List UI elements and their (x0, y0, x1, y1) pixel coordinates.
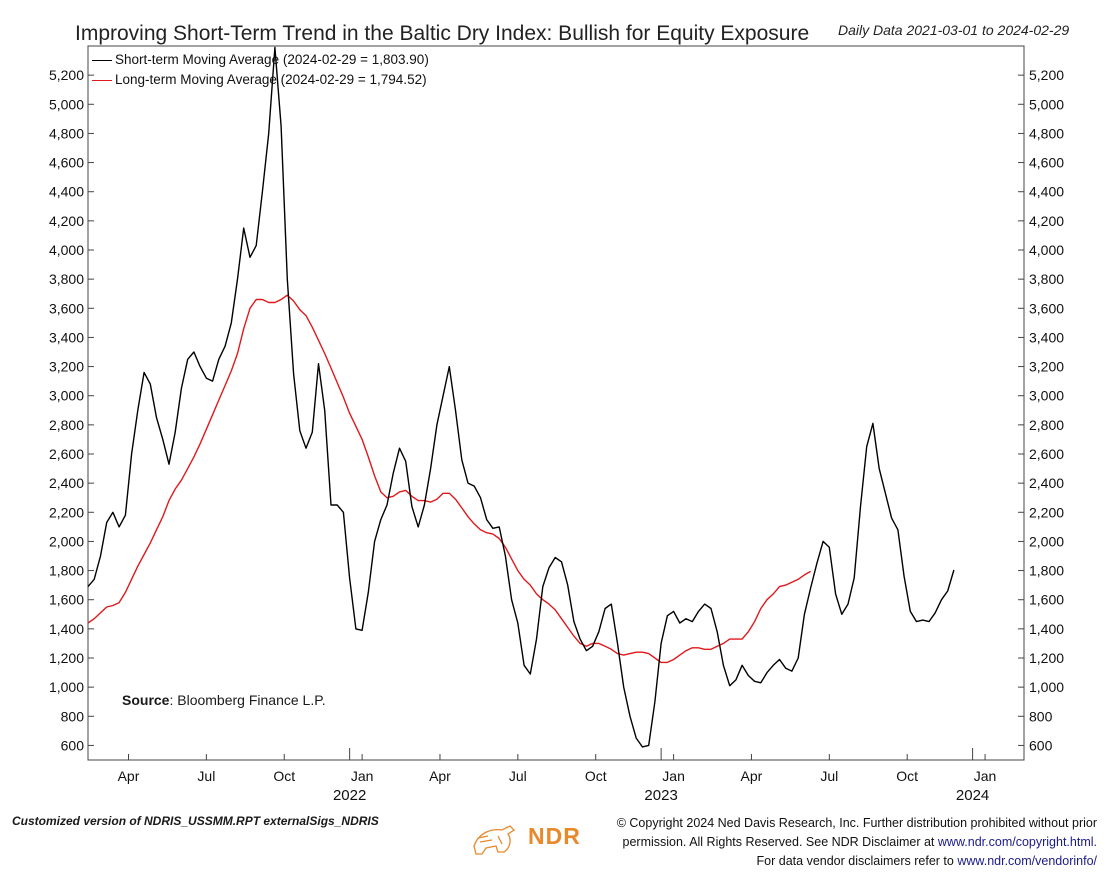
legend-swatch-long-term (92, 79, 112, 81)
y-tick-label-left: 3,200 (49, 359, 84, 375)
y-tick-label-right: 5,200 (1029, 67, 1064, 83)
y-tick-label-left: 5,200 (49, 67, 84, 83)
y-tick-label-left: 800 (61, 708, 85, 724)
y-tick-label-right: 4,000 (1029, 242, 1064, 258)
y-tick-label-right: 2,600 (1029, 446, 1064, 462)
copyright-line-3: For data vendor disclaimers refer to www… (617, 852, 1097, 871)
ndr-logo-text: NDR (528, 823, 581, 849)
series-line-short-term (87, 46, 955, 748)
y-tick-label-right: 4,200 (1029, 213, 1064, 229)
legend-item-short-term: Short-term Moving Average (2024-02-29 = … (92, 52, 429, 67)
year-label: 2022 (333, 787, 366, 804)
y-tick-label-left: 2,000 (49, 533, 84, 549)
copyright-link[interactable]: www.ndr.com/copyright.html. (937, 835, 1097, 849)
y-tick-label-right: 800 (1029, 708, 1053, 724)
legend-label-short-term: Short-term Moving Average (2024-02-29 = … (115, 52, 429, 67)
source-label: Source (122, 692, 170, 708)
y-tick-label-right: 600 (1029, 737, 1053, 753)
y-tick-label-left: 2,200 (49, 504, 84, 520)
y-tick-label-right: 3,200 (1029, 359, 1064, 375)
y-tick-label-left: 2,400 (49, 475, 84, 491)
y-tick-label-left: 2,800 (49, 417, 84, 433)
y-tick-label-left: 4,000 (49, 242, 84, 258)
y-tick-label-right: 2,400 (1029, 475, 1064, 491)
copyright-line-1: © Copyright 2024 Ned Davis Research, Inc… (616, 816, 1097, 830)
y-tick-label-left: 1,400 (49, 621, 84, 637)
x-tick-label: Jan (662, 768, 685, 784)
source-note: Source: Bloomberg Finance L.P. (122, 692, 326, 708)
plot-frame (87, 45, 1025, 761)
y-tick-label-left: 4,800 (49, 125, 84, 141)
legend-item-long-term: Long-term Moving Average (2024-02-29 = 1… (92, 72, 427, 87)
y-tick-label-left: 5,000 (49, 96, 84, 112)
x-tick-label: Jan (974, 768, 997, 784)
year-label: 2023 (644, 787, 677, 804)
y-tick-label-left: 4,400 (49, 184, 84, 200)
y-tick-label-right: 3,800 (1029, 271, 1064, 287)
x-tick-label: Apr (741, 768, 763, 784)
y-tick-label-left: 1,800 (49, 563, 84, 579)
copyright-line-3-text: For data vendor disclaimers refer to (756, 854, 954, 868)
y-tick-label-left: 2,600 (49, 446, 84, 462)
y-tick-label-left: 4,200 (49, 213, 84, 229)
x-tick-label: Jul (509, 768, 527, 784)
y-tick-label-left: 1,600 (49, 592, 84, 608)
vendorinfo-link[interactable]: www.ndr.com/vendorinfo/ (957, 854, 1097, 868)
copyright-line-2: permission. All Rights Reserved. See NDR… (617, 833, 1098, 852)
y-tick-label-left: 3,400 (49, 329, 84, 345)
y-tick-label-left: 1,200 (49, 650, 84, 666)
x-tick-label: Jul (820, 768, 838, 784)
footer-copyright: © Copyright 2024 Ned Davis Research, Inc… (617, 814, 1097, 871)
x-tick-label: Oct (585, 768, 607, 784)
series-layer (87, 46, 955, 748)
copyright-line-2-text: permission. All Rights Reserved. See NDR… (622, 835, 935, 849)
y-tick-label-right: 1,400 (1029, 621, 1064, 637)
year-label: 2024 (956, 787, 989, 804)
y-axis-right: 600 800 1,000 1,200 1,400 1,600 1,800 2,000 2,20… (1018, 67, 1064, 753)
y-tick-label-left: 3,800 (49, 271, 84, 287)
y-tick-label-right: 4,600 (1029, 155, 1064, 171)
chart-title: Improving Short-Term Trend in the Baltic… (75, 22, 810, 45)
ndr-bull-logo-icon (473, 825, 516, 855)
y-tick-label-left: 3,000 (49, 388, 84, 404)
y-tick-label-right: 1,200 (1029, 650, 1064, 666)
x-tick-label: Oct (896, 768, 918, 784)
y-tick-label-right: 3,000 (1029, 388, 1064, 404)
y-tick-label-right: 3,400 (1029, 329, 1064, 345)
y-tick-label-right: 1,800 (1029, 563, 1064, 579)
y-tick-label-left: 600 (61, 737, 85, 753)
y-tick-label-left: 3,600 (49, 300, 84, 316)
y-axis-left: 600 800 1,000 1,200 1,400 1,600 1,800 2,000 2,20… (49, 67, 94, 753)
y-tick-label-left: 4,600 (49, 155, 84, 171)
y-tick-label-right: 4,800 (1029, 125, 1064, 141)
y-tick-label-right: 2,800 (1029, 417, 1064, 433)
footer-report-id: Customized version of NDRIS_USSMM.RPT ex… (12, 814, 379, 828)
y-tick-label-left: 1,000 (49, 679, 84, 695)
y-tick-label-right: 4,400 (1029, 184, 1064, 200)
chart-subtitle: Daily Data 2021-03-01 to 2024-02-29 (838, 22, 1070, 38)
x-tick-label: Jan (351, 768, 374, 784)
y-tick-label-right: 1,600 (1029, 592, 1064, 608)
y-tick-label-right: 2,200 (1029, 504, 1064, 520)
source-text: : Bloomberg Finance L.P. (169, 692, 326, 708)
y-tick-label-right: 2,000 (1029, 533, 1064, 549)
legend-label-long-term: Long-term Moving Average (2024-02-29 = 1… (115, 72, 427, 87)
x-tick-label: Apr (429, 768, 451, 784)
x-tick-label: Jul (197, 768, 215, 784)
legend-swatch-short-term (92, 59, 112, 61)
y-tick-label-right: 5,000 (1029, 96, 1064, 112)
x-tick-label: Oct (273, 768, 295, 784)
series-line-long-term (87, 294, 811, 664)
x-axis: Apr Jul Oct Jan Apr Jul Oct Jan Apr Jul Oct Jan 2022… (118, 748, 997, 804)
y-tick-label-right: 3,600 (1029, 300, 1064, 316)
x-tick-label: Apr (118, 768, 140, 784)
y-tick-label-right: 1,000 (1029, 679, 1064, 695)
